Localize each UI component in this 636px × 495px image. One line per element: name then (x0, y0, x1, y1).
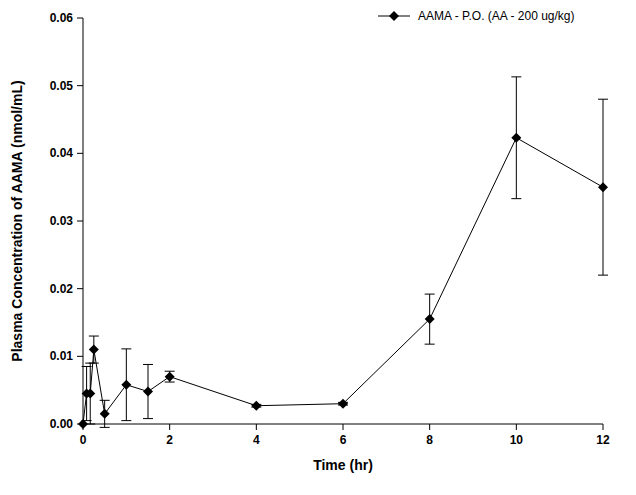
y-tick (77, 18, 83, 19)
error-bar (100, 400, 110, 427)
y-tick-label: 0.03 (50, 214, 74, 228)
error-bar-cap (511, 198, 521, 199)
y-tick-label: 0.04 (50, 146, 74, 160)
error-bar (165, 371, 175, 382)
x-tick-label: 0 (80, 433, 87, 447)
x-tick-label: 6 (340, 433, 347, 447)
x-tick-label: 12 (596, 433, 610, 447)
data-point (598, 182, 608, 192)
error-bar-cap (425, 294, 435, 295)
error-bar-cap (511, 76, 521, 77)
y-tick-label: 0.00 (50, 417, 74, 431)
x-tick (516, 424, 517, 430)
y-tick (77, 288, 83, 289)
legend: AAMA - P.O. (AA - 200 ug/kg) (378, 9, 575, 23)
data-point (85, 389, 95, 399)
data-point (165, 372, 175, 382)
error-bar-cap (100, 427, 110, 428)
x-tick (429, 424, 430, 430)
data-point (251, 401, 261, 411)
error-bar-cap (121, 420, 131, 421)
error-bar (85, 363, 95, 424)
error-bar (511, 77, 521, 199)
data-point (121, 380, 131, 390)
error-bar (121, 349, 131, 421)
error-bar-cap (89, 336, 99, 337)
error-bar (143, 364, 153, 418)
y-axis-label: Plasma Concentration of AAMA (nmol/mL) (9, 80, 25, 361)
y-tick (77, 356, 83, 357)
series-line (83, 138, 603, 424)
y-tick (77, 153, 83, 154)
x-tick (169, 424, 170, 430)
legend-marker (389, 11, 399, 21)
x-tick-label: 4 (253, 433, 260, 447)
x-tick-label: 10 (510, 433, 524, 447)
data-point (89, 345, 99, 355)
y-tick-label: 0.05 (50, 79, 74, 93)
error-bar (89, 336, 99, 363)
data-point (78, 419, 88, 429)
chart: 0 2 4 6 8 10 12 0.00 0.01 0.02 0.03 0.04 0.05 0.06 Tim… (0, 0, 636, 495)
error-bar-cap (165, 371, 175, 372)
error-bar-cap (89, 363, 99, 364)
y-tick (77, 221, 83, 222)
error-bar-cap (143, 364, 153, 365)
error-bar (598, 99, 608, 275)
y-tick-label: 0.06 (50, 11, 74, 25)
data-point (511, 133, 521, 143)
x-tick (603, 424, 604, 430)
error-bar (425, 294, 435, 344)
x-axis-label: Time (hr) (313, 457, 373, 473)
x-tick-label: 2 (166, 433, 173, 447)
x-tick-label: 8 (426, 433, 433, 447)
error-bar-cap (598, 275, 608, 276)
error-bar-cap (598, 99, 608, 100)
data-point (425, 314, 435, 324)
error-bar-cap (121, 348, 131, 349)
data-point (338, 399, 348, 409)
data-point (100, 409, 110, 419)
x-tick (343, 424, 344, 430)
y-tick-label: 0.02 (50, 282, 74, 296)
y-tick (77, 85, 83, 86)
plot-area (78, 77, 608, 429)
y-tick-label: 0.01 (50, 349, 74, 363)
error-bar-cap (165, 382, 175, 383)
legend-label: AAMA - P.O. (AA - 200 ug/kg) (418, 9, 575, 23)
data-point (143, 387, 153, 397)
x-tick (256, 424, 257, 430)
error-bar-cap (100, 400, 110, 401)
error-bar-cap (143, 418, 153, 419)
error-bar-cap (425, 344, 435, 345)
